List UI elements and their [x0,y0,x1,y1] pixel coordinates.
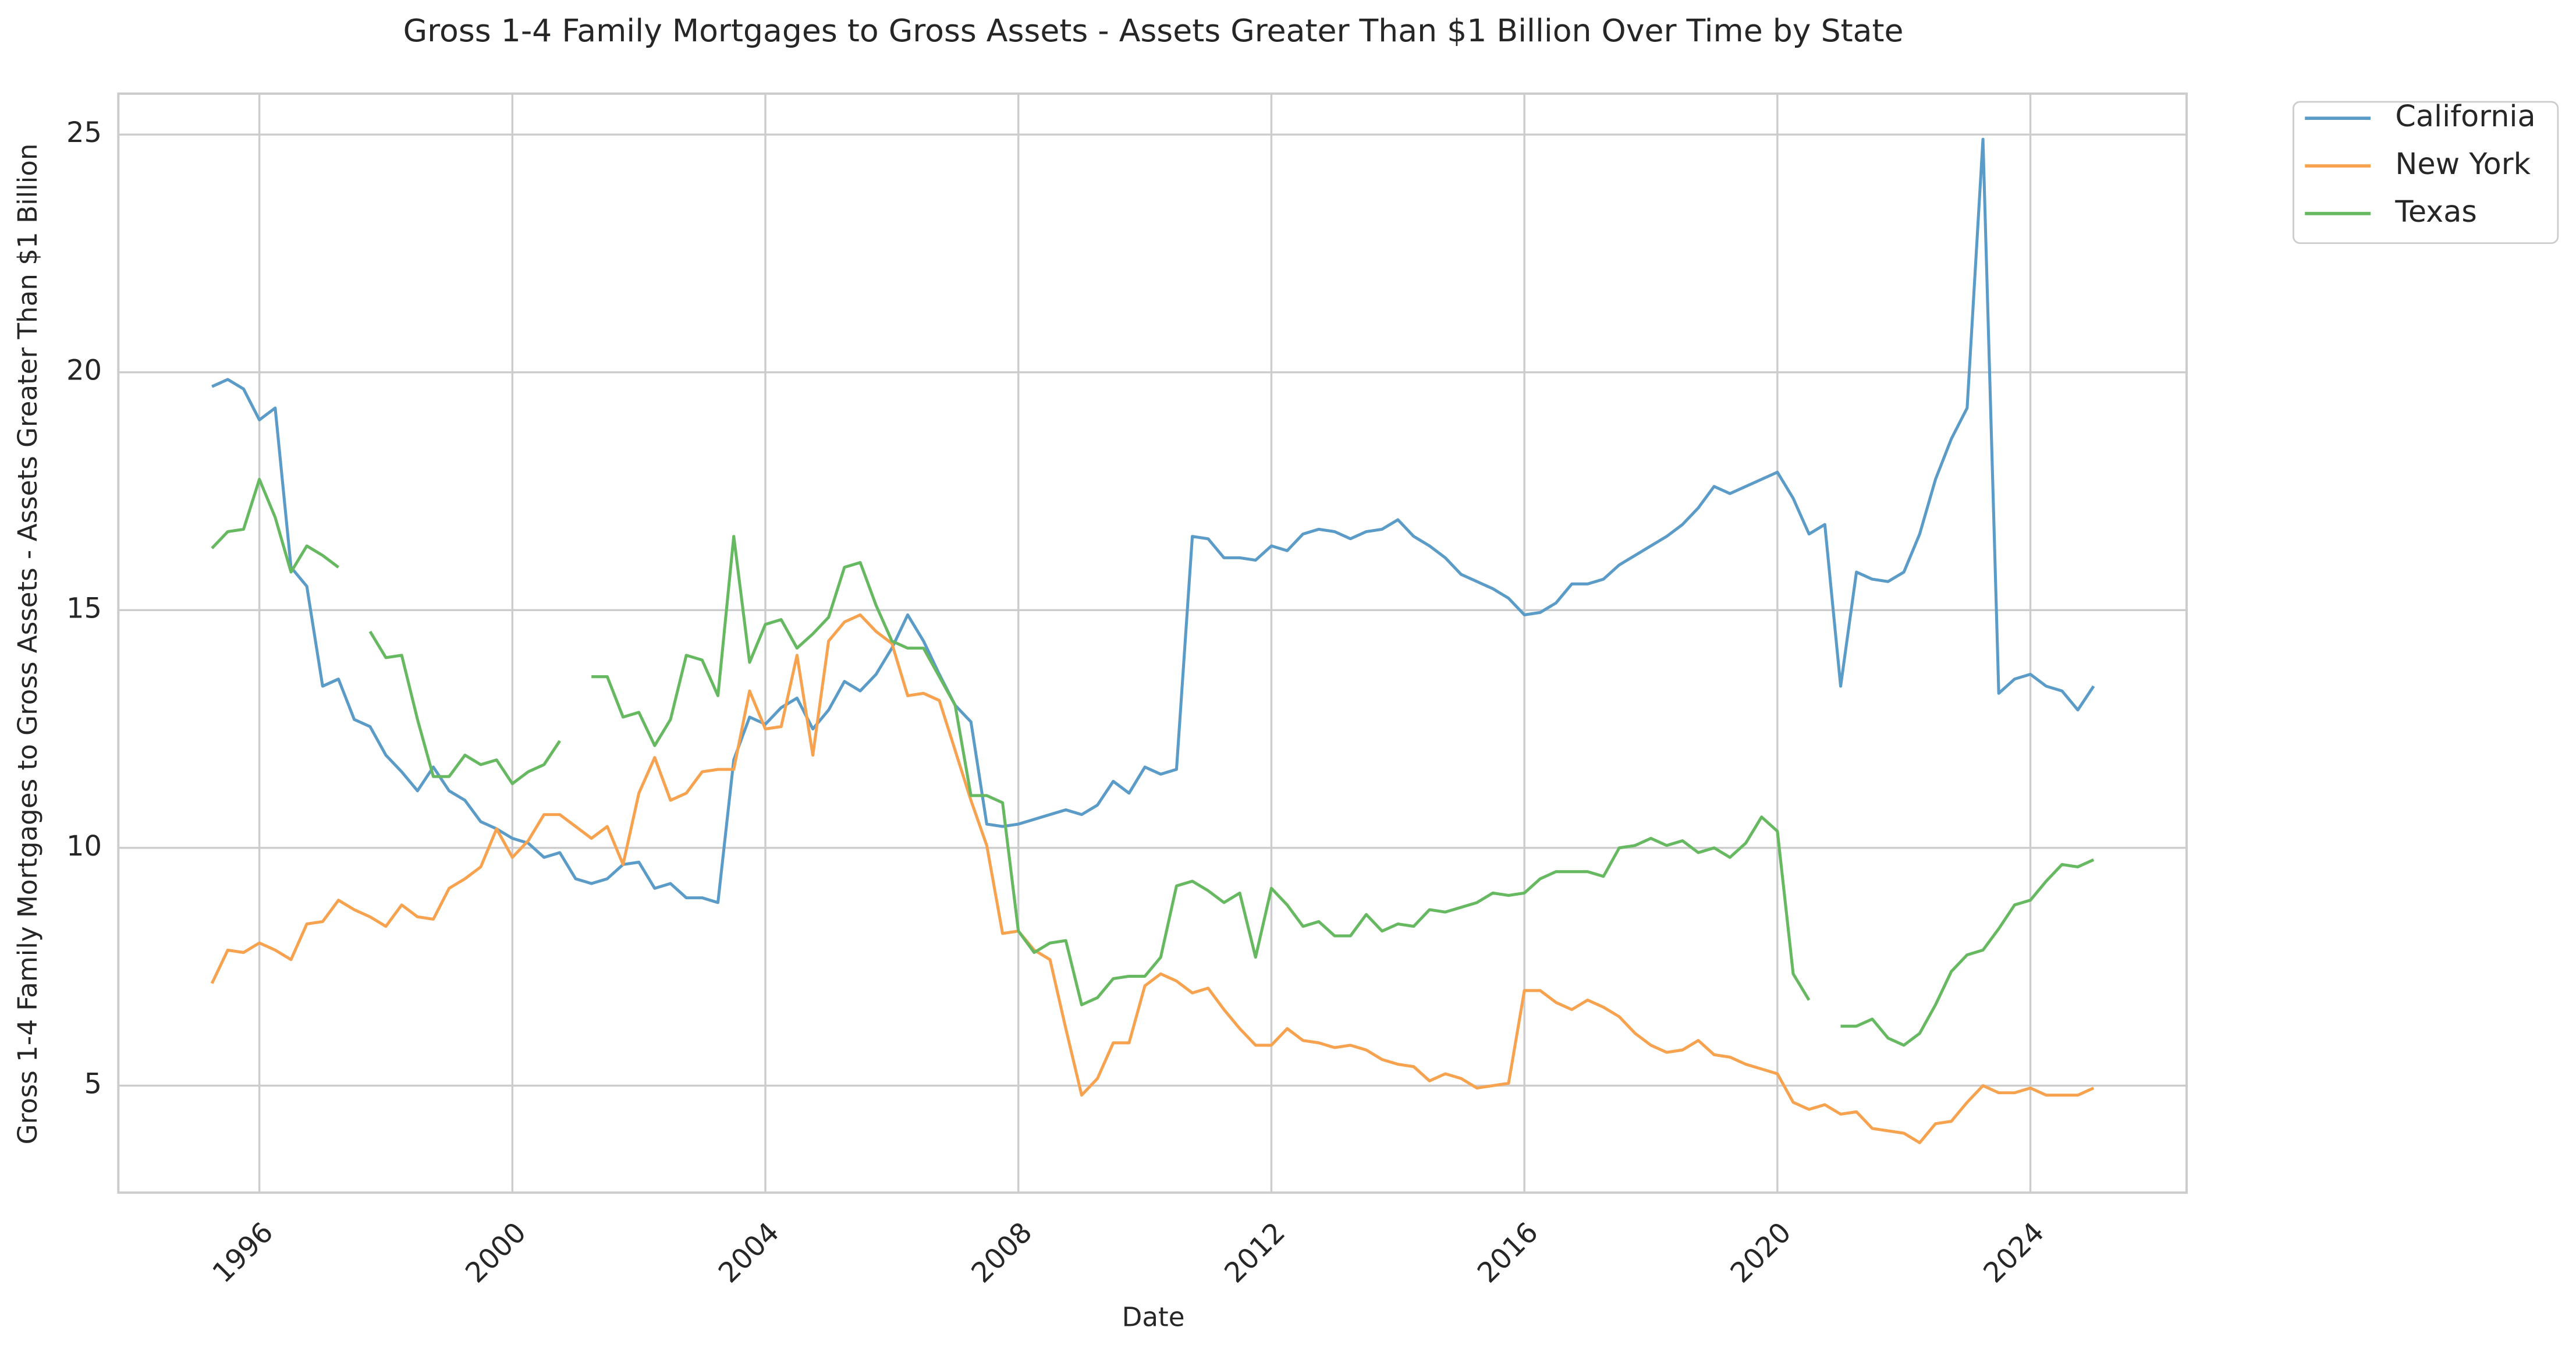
x-tick-label: 2016 [1471,1216,1545,1289]
plot-lines [210,137,2095,1144]
y-tick-label: 20 [66,354,102,387]
y-tick-label: 5 [84,1067,102,1100]
legend-box [2293,101,2559,244]
legend-label: California [2395,99,2535,133]
series-line [211,137,2095,904]
x-tick-label: 2004 [712,1216,786,1289]
legend: California New York Texas [2305,99,2536,229]
x-tick-label: 2008 [965,1216,1038,1289]
x-axis-label: Date [1122,1302,1185,1333]
series-line [210,613,2095,1144]
series-line [211,478,2095,1047]
y-tick-label: 10 [66,830,102,863]
x-tick-label: 2020 [1725,1216,1798,1289]
x-tick-label: 1996 [206,1216,279,1289]
legend-label: Texas [2394,194,2476,229]
legend-label: New York [2395,147,2531,181]
x-tick-label: 2012 [1218,1216,1291,1289]
grid [118,93,2187,1193]
plot-frame [117,92,2188,1194]
y-tick-label: 15 [66,592,102,624]
x-tick-label: 2000 [459,1216,533,1289]
chart-title: Gross 1-4 Family Mortgages to Gross Asse… [403,12,1904,49]
y-axis-label: Gross 1-4 Family Mortgages to Gross Asse… [12,143,43,1144]
x-tick-label: 2024 [1977,1216,2050,1289]
y-tick-label: 25 [66,116,102,149]
